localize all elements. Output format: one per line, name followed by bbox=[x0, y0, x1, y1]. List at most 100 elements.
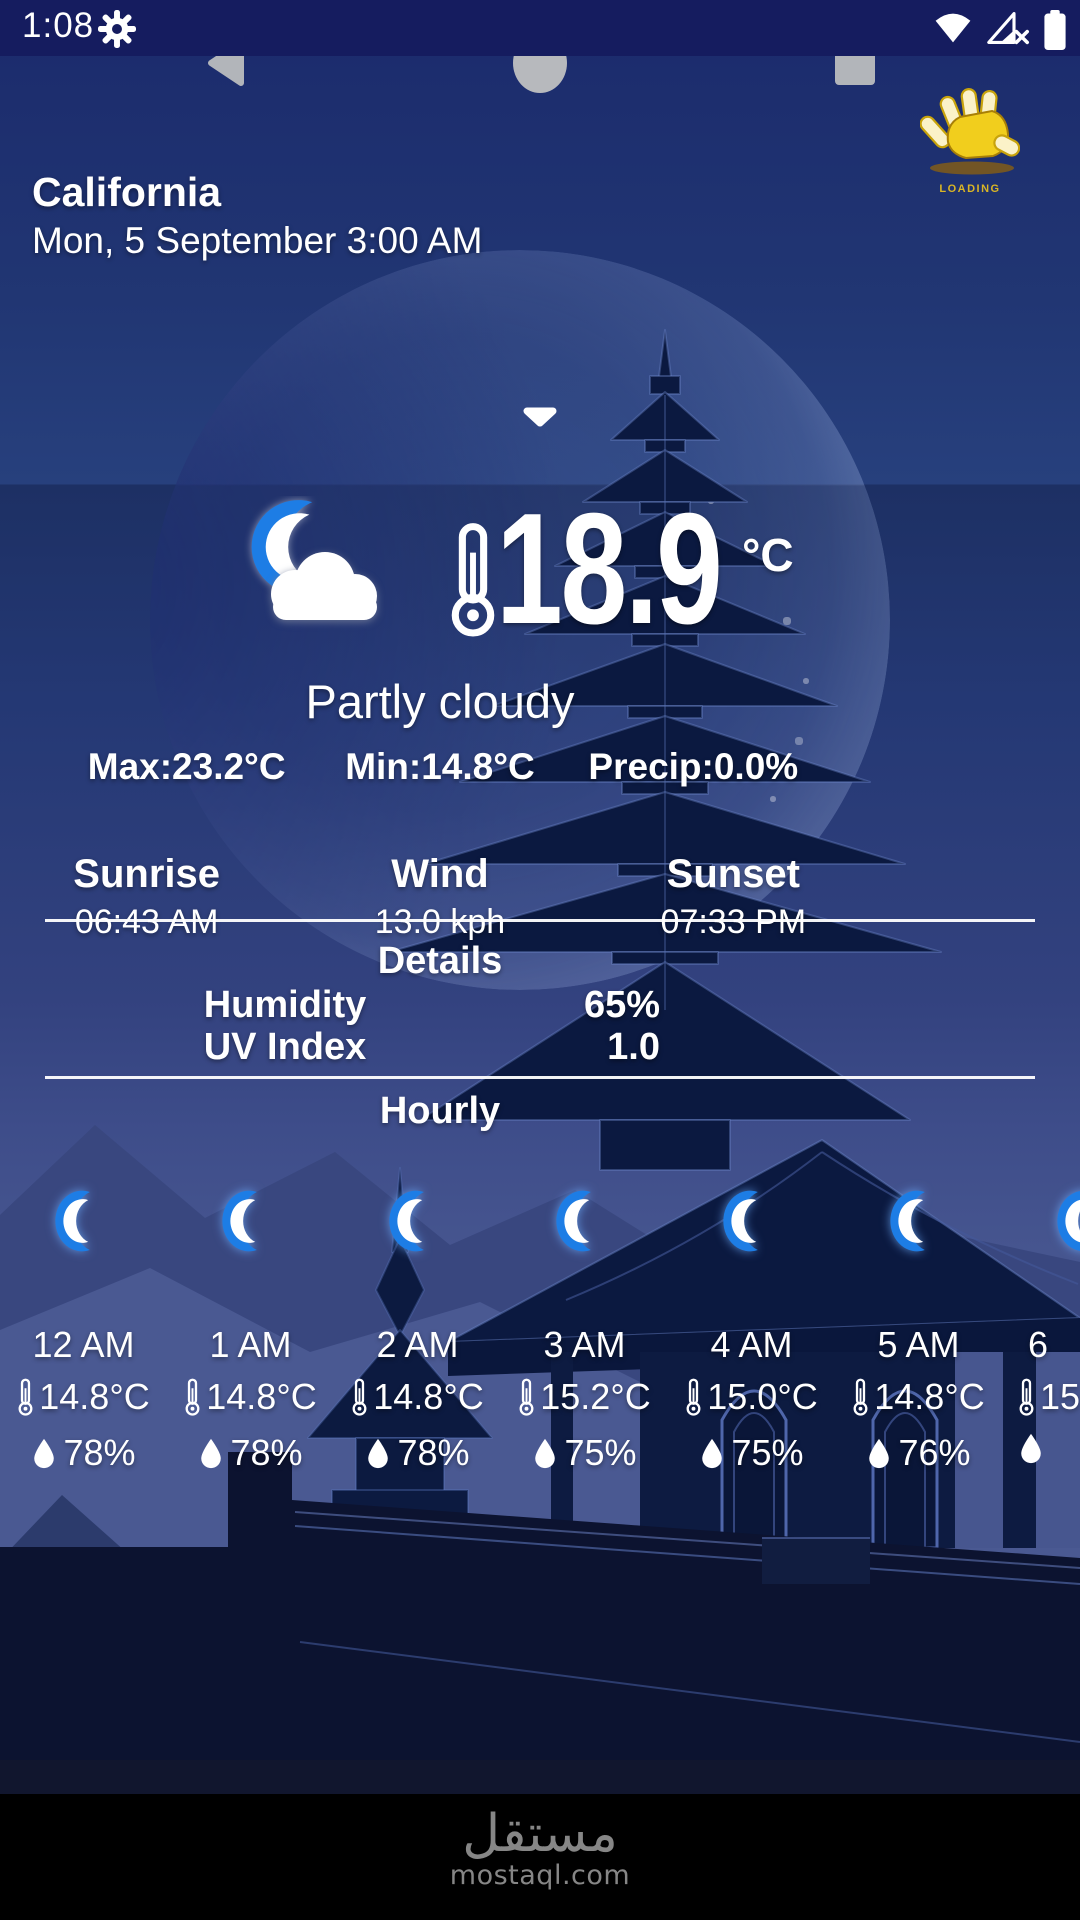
precipitation: Precip:0.0% bbox=[588, 746, 799, 787]
sunrise-value: 06:43 AM bbox=[74, 903, 219, 941]
max-temperature: Max:23.2°C bbox=[87, 746, 286, 787]
partly-cloudy-night-icon bbox=[243, 496, 393, 646]
droplet-icon bbox=[1021, 1433, 1041, 1464]
hour-humidity bbox=[1002, 1432, 1080, 1465]
night-crescent-icon bbox=[668, 1188, 835, 1254]
hour-temp: 14.8°C bbox=[167, 1376, 334, 1418]
settings-gear-icon[interactable] bbox=[98, 10, 136, 48]
droplet-icon bbox=[368, 1438, 389, 1468]
current-temperature: 18.9 bbox=[496, 481, 723, 657]
hourly-item: 4 AM 15.0°C 75% bbox=[668, 1188, 835, 1488]
hour-humidity-value: 75% bbox=[564, 1432, 637, 1473]
min-temperature: Min:14.8°C bbox=[345, 746, 535, 787]
hour-time: 2 AM bbox=[376, 1324, 459, 1365]
location-datetime: Mon, 5 September 3:00 AM bbox=[32, 220, 483, 261]
hour-temp: 14.8°C bbox=[0, 1376, 167, 1418]
hour-temp: 15.2°C bbox=[501, 1376, 668, 1418]
hourly-title: Hourly bbox=[379, 1090, 501, 1132]
hour-time: 3 AM bbox=[543, 1324, 626, 1365]
hour-temp-value: 15 bbox=[1040, 1376, 1080, 1417]
thermometer-icon bbox=[447, 510, 499, 652]
thermometer-icon bbox=[185, 1378, 200, 1416]
hour-humidity: 78% bbox=[167, 1432, 334, 1474]
night-crescent-icon bbox=[0, 1188, 167, 1254]
humidity-label: Humidity bbox=[203, 984, 367, 1026]
max-min-precip-row: Max:23.2°C Min:14.8°C Precip:0.0% bbox=[60, 746, 820, 788]
weather-condition: Partly cloudy bbox=[305, 675, 575, 728]
sunset-value: 07:33 PM bbox=[660, 903, 807, 941]
temple-hall-silhouette bbox=[447, 1139, 1080, 1550]
hour-humidity: 75% bbox=[668, 1432, 835, 1474]
uv-index-row: UV Index 1.0 bbox=[0, 1026, 880, 1070]
watermark-domain: mostaql.com bbox=[449, 1860, 631, 1891]
hour-humidity: 78% bbox=[334, 1432, 501, 1474]
droplet-icon bbox=[869, 1438, 890, 1468]
location-header: California Mon, 5 September 3:00 AM bbox=[32, 168, 482, 266]
droplet-icon bbox=[702, 1438, 723, 1468]
hour-humidity-value: 78% bbox=[230, 1432, 303, 1473]
hour-temp: 14.8°C bbox=[835, 1376, 1002, 1418]
hour-humidity-value: 75% bbox=[731, 1432, 804, 1473]
hourly-item: 2 AM 14.8°C 78% bbox=[334, 1188, 501, 1488]
hour-temp-value: 14.8°C bbox=[39, 1376, 150, 1417]
night-crescent-icon bbox=[501, 1188, 668, 1254]
bottom-shade-strip bbox=[0, 1760, 1080, 1794]
hourly-item: 12 AM 14.8°C 78% bbox=[0, 1188, 167, 1488]
hour-humidity: 78% bbox=[0, 1432, 167, 1474]
wifi-icon bbox=[935, 13, 971, 43]
night-crescent-icon bbox=[835, 1188, 1002, 1254]
watermark-arabic: مستقل bbox=[462, 1804, 618, 1864]
divider-bottom bbox=[45, 1076, 1035, 1079]
night-crescent-icon bbox=[167, 1188, 334, 1254]
thermometer-icon bbox=[18, 1378, 33, 1416]
details-title: Details bbox=[377, 940, 503, 982]
hour-temp: 15 bbox=[1002, 1376, 1080, 1418]
hour-temp-value: 15.2°C bbox=[540, 1376, 651, 1417]
hour-time: 4 AM bbox=[710, 1324, 793, 1365]
loading-indicator: LOADING bbox=[918, 84, 1022, 195]
hour-temp-value: 14.8°C bbox=[874, 1376, 985, 1417]
hourly-item: 1 AM 14.8°C 78% bbox=[167, 1188, 334, 1488]
hour-temp-value: 14.8°C bbox=[206, 1376, 317, 1417]
droplet-icon bbox=[34, 1438, 55, 1468]
hour-temp: 14.8°C bbox=[334, 1376, 501, 1418]
sunrise-label: Sunrise bbox=[73, 852, 221, 896]
hour-humidity: 76% bbox=[835, 1432, 1002, 1474]
thermometer-icon bbox=[519, 1378, 534, 1416]
temperature-unit: °C bbox=[742, 529, 794, 581]
expand-down-arrow[interactable] bbox=[521, 406, 559, 428]
status-bar: 1:08 bbox=[0, 0, 1080, 56]
hour-humidity: 75% bbox=[501, 1432, 668, 1474]
hour-humidity-value: 78% bbox=[397, 1432, 470, 1473]
hour-temp: 15.0°C bbox=[668, 1376, 835, 1418]
sunrise-wind-sunset-row: Sunrise 06:43 AM Wind 13.0 kph Sunset 07… bbox=[0, 848, 880, 944]
hourly-item: 3 AM 15.2°C 75% bbox=[501, 1188, 668, 1488]
humidity-value: 65% bbox=[583, 984, 660, 1026]
hour-time: 6 bbox=[1028, 1324, 1049, 1365]
hour-temp-value: 15.0°C bbox=[707, 1376, 818, 1417]
cellular-signal-off-icon bbox=[987, 12, 1029, 45]
night-crescent-icon bbox=[334, 1188, 501, 1254]
location-name: California bbox=[32, 169, 222, 215]
night-crescent-icon bbox=[1002, 1188, 1080, 1254]
wind-label: Wind bbox=[391, 852, 489, 896]
status-time: 1:08 bbox=[22, 6, 95, 45]
status-icons bbox=[932, 10, 1068, 50]
humidity-row: Humidity 65% bbox=[0, 984, 880, 1028]
wind-value: 13.0 kph bbox=[374, 903, 506, 941]
hour-humidity-value: 78% bbox=[63, 1432, 136, 1473]
thermometer-icon bbox=[352, 1378, 367, 1416]
uv-index-value: 1.0 bbox=[607, 1026, 660, 1068]
hour-time: 1 AM bbox=[209, 1324, 292, 1365]
droplet-icon bbox=[201, 1438, 222, 1468]
mountain-dark-peak bbox=[0, 1495, 135, 1560]
android-navigation-bar bbox=[0, 1794, 1080, 1920]
sunset-label: Sunset bbox=[666, 852, 800, 896]
hour-time: 5 AM bbox=[877, 1324, 960, 1365]
thermometer-icon bbox=[686, 1378, 701, 1416]
hourly-forecast-list[interactable]: 12 AM 14.8°C 78% 1 AM 14.8°C 78% 2 AM 14… bbox=[0, 1188, 1080, 1488]
uv-index-label: UV Index bbox=[203, 1026, 367, 1068]
thermometer-icon bbox=[853, 1378, 868, 1416]
hour-humidity-value: 76% bbox=[898, 1432, 971, 1473]
